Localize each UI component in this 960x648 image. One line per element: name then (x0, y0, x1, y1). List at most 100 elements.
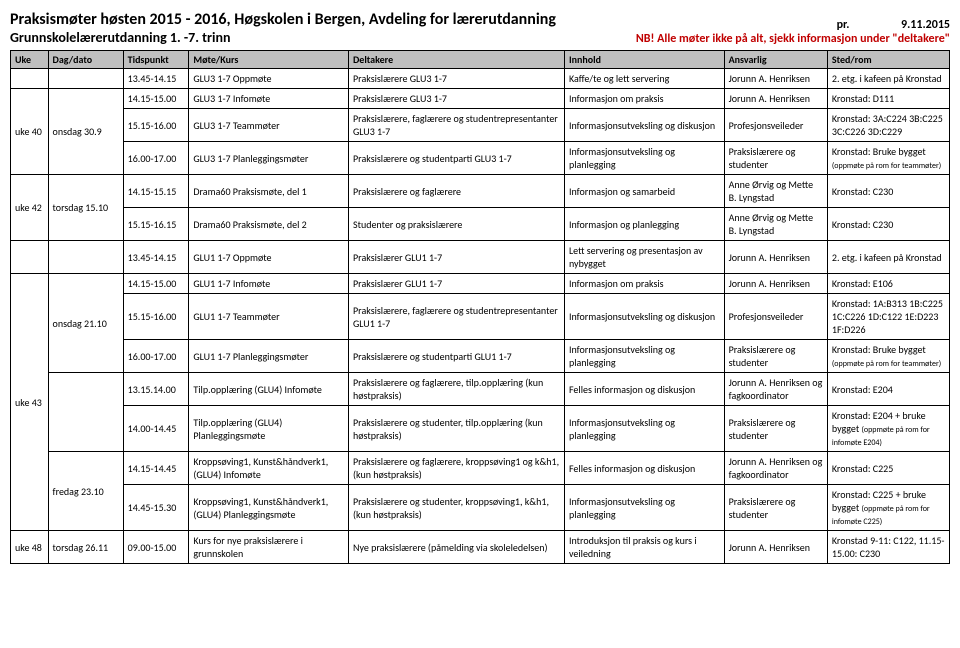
cell-tids: 14.15-15.00 (123, 274, 189, 294)
date-label: 9.11.2015 (901, 18, 950, 32)
cell-tids: 14.15-14.45 (123, 452, 189, 485)
cell-inn: Informasjon og samarbeid (564, 175, 724, 208)
cell-ans: Praksislærere og studenter (724, 142, 827, 175)
table-body: 13.45-14.15GLU3 1-7 OppmøtePraksislærere… (11, 69, 950, 564)
cell-dag: torsdag 26.11 (48, 531, 123, 564)
cell-dag (48, 241, 123, 274)
cell-sted: Kronstad: C225 + bruke bygget (oppmøte p… (827, 485, 949, 531)
cell-ans: Jorunn A. Henriksen (724, 69, 827, 89)
cell-tids: 14.00-14.45 (123, 406, 189, 452)
cell-inn: Informasjon og planlegging (564, 208, 724, 241)
table-row: 14.45-15.30Kroppsøving1, Kunst&håndverk1… (11, 485, 950, 531)
cell-sted: 2. etg. i kafeen på Kronstad (827, 241, 949, 274)
cell-tids: 14.15-15.15 (123, 175, 189, 208)
cell-sted: Kronstad: C230 (827, 208, 949, 241)
column-header: Uke (11, 51, 49, 69)
cell-sted-sub: (oppmøte på rom for infomøte C225) (832, 504, 930, 527)
cell-delt: Praksislærere og studenter, kroppsøving1… (349, 485, 565, 531)
cell-inn: Informasjonsutveksling og planlegging (564, 406, 724, 452)
cell-inn: Informasjonsutveksling og planlegging (564, 142, 724, 175)
cell-mote: GLU3 1-7 Infomøte (189, 89, 349, 109)
cell-inn: Informasjonsutveksling og diskusjon (564, 294, 724, 340)
cell-inn: Informasjon om praksis (564, 89, 724, 109)
cell-sted: 2. etg. i kafeen på Kronstad (827, 69, 949, 89)
cell-ans: Jorunn A. Henriksen (724, 241, 827, 274)
cell-tids: 16.00-17.00 (123, 142, 189, 175)
cell-ans: Anne Ørvig og Mette B. Lyngstad (724, 175, 827, 208)
cell-tids: 14.45-15.30 (123, 485, 189, 531)
cell-ans: Anne Ørvig og Mette B. Lyngstad (724, 208, 827, 241)
cell-ans: Jorunn A. Henriksen og fagkoordinator (724, 373, 827, 406)
cell-tids: 13.45-14.15 (123, 69, 189, 89)
cell-mote: Kroppsøving1, Kunst&håndverk1, (GLU4) In… (189, 452, 349, 485)
cell-mote: Kroppsøving1, Kunst&håndverk1, (GLU4) Pl… (189, 485, 349, 531)
table-row: 15.15-16.00GLU3 1-7 TeammøterPraksislære… (11, 109, 950, 142)
title-block: Praksismøter høsten 2015 - 2016, Høgskol… (10, 10, 556, 46)
cell-delt: Studenter og praksislærere (349, 208, 565, 241)
table-row: uke 42torsdag 15.1014.15-15.15Drama60 Pr… (11, 175, 950, 208)
cell-sted: Kronstad: C225 (827, 452, 949, 485)
column-header: Dag/dato (48, 51, 123, 69)
cell-delt: Praksislærere og faglærere, kroppsøving1… (349, 452, 565, 485)
cell-inn: Informasjon om praksis (564, 274, 724, 294)
cell-mote: GLU1 1-7 Teammøter (189, 294, 349, 340)
column-header: Ansvarlig (724, 51, 827, 69)
header-right: pr. 9.11.2015 NB! Alle møter ikke på alt… (636, 18, 950, 46)
cell-tids: 14.15-15.00 (123, 89, 189, 109)
table-row: 13.45-14.15GLU3 1-7 OppmøtePraksislærere… (11, 69, 950, 89)
column-header: Sted/rom (827, 51, 949, 69)
cell-delt: Praksislærere, faglærere og studentrepre… (349, 294, 565, 340)
cell-mote: Tilp.opplæring (GLU4) Infomøte (189, 373, 349, 406)
table-row: uke 40onsdag 30.914.15-15.00GLU3 1-7 Inf… (11, 89, 950, 109)
cell-ans: Praksislærere og studenter (724, 406, 827, 452)
cell-dag (48, 373, 123, 452)
cell-delt: Praksislærere, faglærere og studentrepre… (349, 109, 565, 142)
cell-mote: GLU1 1-7 Oppmøte (189, 241, 349, 274)
cell-inn: Introduksjon til praksis og kurs i veile… (564, 531, 724, 564)
cell-delt: Praksislærere og faglærere, tilp.opplæri… (349, 373, 565, 406)
table-row: 15.15-16.00GLU1 1-7 TeammøterPraksislære… (11, 294, 950, 340)
cell-inn: Informasjonsutveksling og planlegging (564, 485, 724, 531)
cell-delt: Nye praksislærere (påmelding via skolele… (349, 531, 565, 564)
cell-delt: Praksislærer GLU1 1-7 (349, 274, 565, 294)
cell-ans: Jorunn A. Henriksen (724, 531, 827, 564)
column-header: Møte/Kurs (189, 51, 349, 69)
cell-sted: Kronstad: E106 (827, 274, 949, 294)
cell-sted: Kronstad: Bruke bygget (oppmøte på rom f… (827, 142, 949, 175)
cell-tids: 15.15-16.00 (123, 294, 189, 340)
cell-mote: GLU3 1-7 Planleggingsmøter (189, 142, 349, 175)
cell-sted: Kronstad: 1A:B313 1B:C225 1C:C226 1D:C12… (827, 294, 949, 340)
header: Praksismøter høsten 2015 - 2016, Høgskol… (10, 10, 950, 46)
cell-inn: Felles informasjon og diskusjon (564, 373, 724, 406)
column-header: Innhold (564, 51, 724, 69)
cell-ans: Profesjonsveileder (724, 294, 827, 340)
cell-sted-sub: (oppmøte på rom for infomøte E204) (832, 425, 930, 448)
cell-dag: fredag 23.10 (48, 452, 123, 531)
table-row: uke 48torsdag 26.1109.00-15.00Kurs for n… (11, 531, 950, 564)
cell-uke: uke 42 (11, 175, 49, 241)
table-row: 15.15-16.15Drama60 Praksismøte, del 2Stu… (11, 208, 950, 241)
table-row: 16.00-17.00GLU1 1-7 PlanleggingsmøterPra… (11, 340, 950, 373)
table-row: 13.45-14.15GLU1 1-7 OppmøtePraksislærer … (11, 241, 950, 274)
cell-inn: Informasjonsutveksling og diskusjon (564, 109, 724, 142)
cell-tids: 09.00-15.00 (123, 531, 189, 564)
cell-dag (48, 69, 123, 89)
cell-ans: Profesjonsveileder (724, 109, 827, 142)
cell-mote: Tilp.opplæring (GLU4) Planleggingsmøte (189, 406, 349, 452)
cell-mote: GLU1 1-7 Planleggingsmøter (189, 340, 349, 373)
cell-sted: Kronstad: E204 (827, 373, 949, 406)
cell-uke: uke 40 (11, 89, 49, 175)
cell-uke: uke 48 (11, 531, 49, 564)
cell-uke (11, 69, 49, 89)
header-date-line: pr. 9.11.2015 (636, 18, 950, 32)
cell-sted: Kronstad: Bruke bygget (oppmøte på rom f… (827, 340, 949, 373)
column-header: Deltakere (349, 51, 565, 69)
cell-delt: Praksislærere og studentparti GLU1 1-7 (349, 340, 565, 373)
cell-ans: Jorunn A. Henriksen og fagkoordinator (724, 452, 827, 485)
cell-sted: Kronstad: D111 (827, 89, 949, 109)
title-main: Praksismøter høsten 2015 - 2016, Høgskol… (10, 10, 556, 29)
table-row: 14.00-14.45Tilp.opplæring (GLU4) Planleg… (11, 406, 950, 452)
cell-delt: Praksislærere GLU3 1-7 (349, 69, 565, 89)
header-note: NB! Alle møter ikke på alt, sjekk inform… (636, 32, 950, 46)
cell-ans: Jorunn A. Henriksen (724, 89, 827, 109)
